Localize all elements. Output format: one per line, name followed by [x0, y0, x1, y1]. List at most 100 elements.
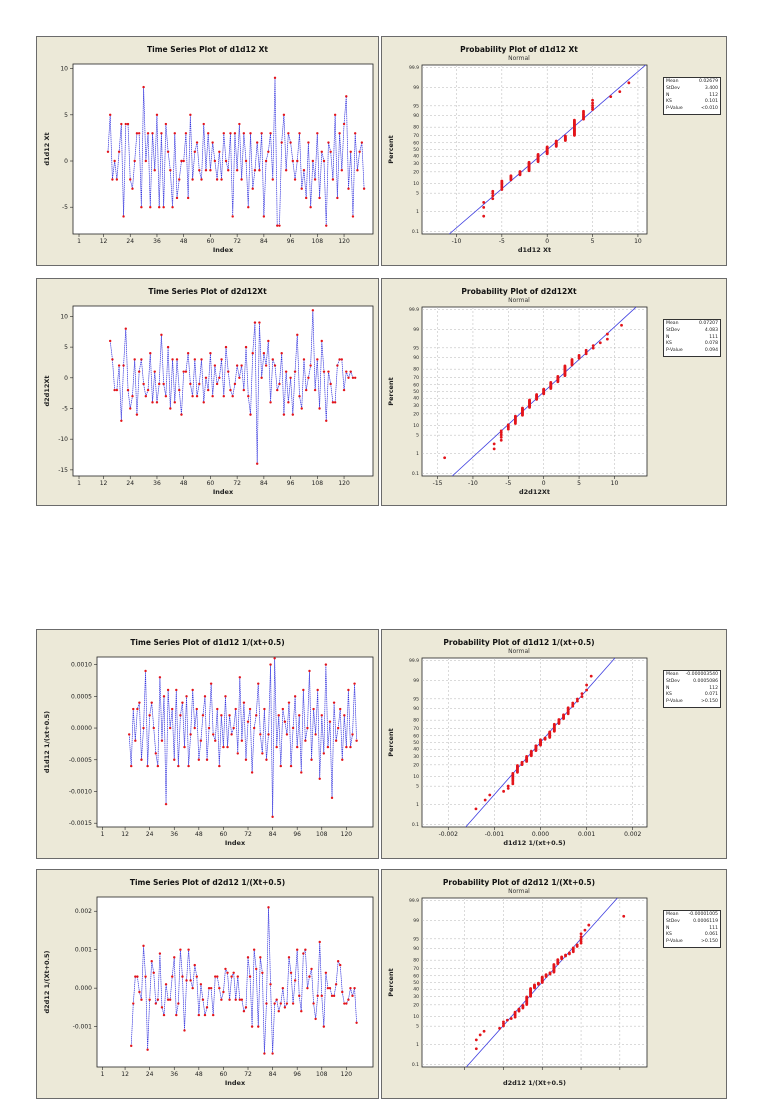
data-point: [506, 784, 510, 788]
data-point: [162, 206, 165, 209]
stat-value: 0.094: [704, 348, 718, 354]
data-point: [209, 986, 213, 990]
data-point: [257, 1025, 260, 1028]
data-point: [312, 707, 315, 711]
data-point: [491, 194, 495, 198]
data-point: [320, 150, 323, 153]
data-point: [264, 159, 268, 163]
data-point: [155, 401, 159, 404]
data-point: [230, 733, 233, 736]
chart-subtitle: Normal: [508, 55, 530, 62]
data-point: [539, 738, 542, 742]
data-point: [222, 990, 225, 994]
data-point: [251, 187, 254, 190]
data-point: [491, 192, 495, 195]
data-point: [309, 206, 312, 209]
data-point: [211, 395, 214, 398]
data-point: [548, 730, 552, 734]
x-tick-label: 5: [577, 480, 581, 487]
y-tick-label: -0.0005: [69, 757, 92, 764]
data-point: [151, 401, 154, 404]
data-point: [142, 944, 145, 948]
y-tick-label: -5: [62, 405, 68, 412]
x-tick-label: 0: [542, 480, 546, 487]
data-point: [203, 1013, 207, 1017]
data-point: [131, 395, 134, 398]
stat-label: Mean: [666, 672, 679, 677]
x-tick-label: 60: [207, 238, 215, 245]
data-point: [513, 414, 517, 418]
data-point: [336, 726, 340, 730]
legend-row: KS 0.101: [666, 99, 718, 106]
data-point: [220, 178, 223, 181]
data-point: [307, 141, 310, 144]
data-point: [554, 139, 558, 143]
x-tick-label: 96: [293, 1071, 301, 1078]
data-point: [146, 764, 149, 768]
y-tick-label: 90: [413, 706, 419, 712]
data-point: [164, 802, 168, 806]
y-tick-label: 90: [413, 113, 419, 119]
data-point: [255, 714, 258, 717]
data-point: [499, 429, 503, 433]
data-point: [482, 200, 486, 204]
data-point: [187, 764, 190, 768]
data-point: [236, 752, 239, 755]
data-point: [443, 456, 447, 460]
data-point: [263, 707, 266, 711]
legend-row: KS 0.071: [666, 692, 718, 699]
data-point: [340, 358, 344, 361]
data-point: [332, 701, 336, 704]
data-point: [575, 697, 579, 701]
data-point: [293, 695, 297, 698]
data-point: [122, 364, 125, 367]
data-point: [505, 1018, 509, 1022]
data-point: [151, 132, 154, 135]
data-point: [342, 122, 346, 126]
data-point: [186, 196, 190, 200]
data-point: [287, 132, 290, 135]
data-point: [146, 388, 150, 392]
data-point: [308, 975, 311, 978]
x-tick-label: 108: [312, 480, 324, 487]
data-point: [179, 948, 182, 951]
y-tick-label: 30: [413, 994, 419, 1000]
data-point: [136, 707, 139, 711]
y-tick-label: 10: [413, 181, 419, 187]
data-point: [142, 726, 145, 730]
stat-value: 0.078: [704, 341, 718, 347]
data-point: [218, 986, 221, 990]
stat-value: 0.071: [704, 692, 718, 698]
data-point: [235, 169, 239, 172]
chart-title: Time Series Plot of d1d12 Xt: [147, 45, 268, 54]
y-axis-label: Percent: [387, 377, 395, 405]
data-point: [291, 726, 295, 730]
legend-row: Mean 0.02679: [666, 79, 718, 86]
data-point: [291, 1002, 295, 1005]
x-axis-label: Index: [213, 488, 234, 496]
data-point: [197, 758, 201, 761]
y-tick-label: 10: [60, 66, 68, 73]
x-tick-label: 1: [77, 480, 81, 487]
data-point: [285, 733, 289, 736]
y-tick-label: 1: [416, 802, 419, 808]
data-point: [183, 745, 186, 749]
data-point: [293, 178, 297, 181]
data-point: [326, 745, 330, 749]
data-point: [627, 81, 631, 85]
data-point: [191, 395, 194, 398]
data-point: [269, 132, 272, 135]
data-point: [154, 1002, 158, 1005]
data-point: [129, 407, 132, 410]
data-point: [351, 733, 354, 736]
x-tick-label: 0: [545, 238, 549, 245]
data-point: [173, 132, 176, 135]
data-point: [253, 321, 257, 324]
data-point: [314, 733, 317, 736]
data-point: [120, 122, 123, 126]
data-point: [224, 159, 228, 163]
data-point: [222, 745, 225, 749]
stat-value: 3.400: [704, 85, 718, 91]
data-point: [199, 739, 203, 742]
data-point: [265, 758, 268, 761]
